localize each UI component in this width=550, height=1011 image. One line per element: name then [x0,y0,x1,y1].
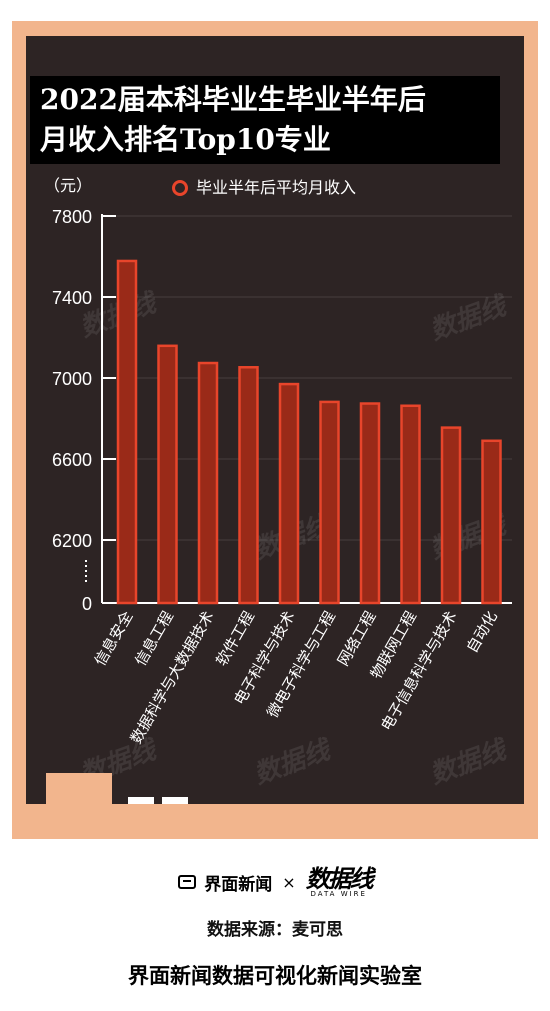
bar [116,259,138,605]
legend-label: 毕业半年后平均月收入 [196,178,357,197]
bar [278,382,300,605]
y-tick-label: 0 [82,594,92,614]
decorative-eraser [46,773,112,804]
data-wire-logo-text: 数据线 [305,864,374,893]
x-tick-label: 信息安全 [91,608,137,669]
legend-marker-icon [172,180,188,196]
x-tick-label: 网络工程 [334,608,380,669]
title-box [30,76,500,164]
bar [400,404,421,605]
brand-name: 界面新闻 [204,874,273,895]
chalkboard [26,36,524,804]
bar [359,402,381,605]
y-tick-label: 6200 [52,531,92,551]
bar [319,400,340,605]
data-wire-logo: 数据线 DATA WIRE [305,864,374,898]
data-source: 数据来源：麦可思 [207,920,343,940]
x-tick-label: 电子信息科学与技术 [377,608,460,734]
data-wire-logo-sub: DATA WIRE [310,889,367,898]
y-tick-label: 7000 [52,369,92,389]
bar [238,366,259,605]
legend: 毕业半年后平均月收入 [172,178,356,198]
decorative-chalk [162,797,188,804]
times-sign: × [282,872,296,892]
bar [440,426,462,605]
footer-brand: 界面新闻 × 数据线 DATA WIRE [0,864,550,900]
y-axis-unit: （元） [44,176,93,195]
decorative-chalk [128,797,154,804]
chart-title-line-2: 月收入排名Top10专业 [40,123,331,156]
x-tick-label: 数据科学与大数据技术 [127,608,218,747]
x-tick-label: 自动化 [463,608,501,656]
y-tick-label: 6600 [52,450,92,470]
y-tick-label: 7400 [52,288,92,308]
x-tick-label: 信息工程 [131,608,177,669]
lab-name: 界面新闻数据可视化新闻实验室 [128,964,422,988]
bar [197,361,219,605]
x-tick-label: 软件工程 [212,608,258,669]
y-tick-label: 7800 [52,207,92,227]
jiemian-logo-icon [178,875,197,889]
bar [157,344,178,605]
chart-title-line-1: 2022届本科毕业生毕业半年后 [40,83,426,116]
bar [481,439,502,605]
